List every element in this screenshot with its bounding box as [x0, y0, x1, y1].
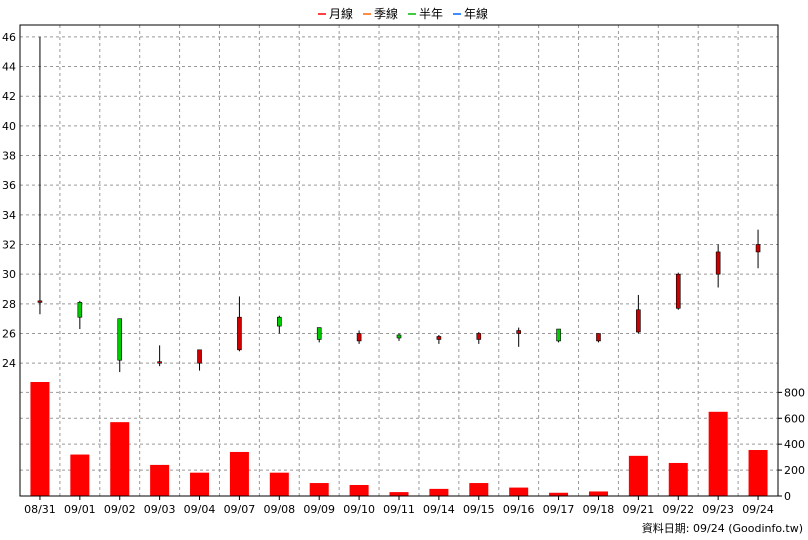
candle-body [197, 349, 202, 364]
volume-bar [509, 487, 529, 496]
candle-body [37, 300, 43, 303]
candle-body [436, 336, 442, 340]
date-tick-label: 09/02 [104, 503, 136, 516]
volume-bar [588, 491, 608, 496]
volume-bar [269, 472, 289, 496]
legend-label: 月線 [329, 6, 353, 21]
candle-body [356, 333, 362, 342]
candle-body [237, 316, 242, 351]
volume-bar [668, 462, 688, 496]
price-tick-label: 44 [2, 61, 16, 74]
date-tick-label: 09/15 [463, 503, 495, 516]
volume-bar [748, 450, 768, 496]
volume-bar [628, 455, 648, 496]
candle-body [277, 316, 282, 327]
data-date-note: 資料日期: 09/24 (Goodinfo.tw) [642, 521, 803, 535]
price-tick-label: 24 [2, 357, 16, 370]
date-tick-label: 08/31 [24, 503, 56, 516]
volume-bar [429, 488, 449, 496]
date-tick-label: 09/23 [702, 503, 734, 516]
date-tick-label: 09/21 [623, 503, 655, 516]
chart-axes: 24 26 28 30 32 34 36 38 40 42 44 46 0 200 400 600 800 08/… [2, 24, 805, 516]
volume-tick-label: 0 [784, 490, 791, 503]
price-tick-label: 30 [2, 268, 16, 281]
candle-body [476, 333, 482, 340]
candle-body [675, 273, 681, 309]
date-tick-label: 09/22 [662, 503, 694, 516]
date-tick-label: 09/03 [144, 503, 176, 516]
candle-body [157, 361, 162, 364]
date-tick-label: 09/07 [224, 503, 256, 516]
price-tick-label: 38 [2, 150, 16, 163]
volume-tick-label: 600 [784, 412, 805, 425]
candle-body [636, 309, 641, 333]
price-tick-label: 28 [2, 298, 16, 311]
legend-label: 半年 [419, 7, 443, 21]
candle-body [715, 251, 721, 275]
volume-bar [190, 472, 210, 496]
price-candles [37, 36, 761, 373]
volume-tick-label: 800 [784, 386, 805, 399]
date-tick-label: 09/24 [742, 503, 774, 516]
price-tick-label: 26 [2, 328, 16, 341]
date-tick-label: 09/17 [543, 503, 575, 516]
candle-body [396, 334, 402, 339]
candle-body [556, 328, 561, 342]
volume-bar [349, 484, 369, 496]
candle-body [596, 333, 601, 342]
volume-tick-label: 400 [784, 438, 805, 451]
chart-legend: 月線 季線 半年 年線 [318, 6, 488, 21]
price-tick-label: 40 [2, 120, 16, 133]
date-tick-label: 09/01 [64, 503, 96, 516]
price-tick-label: 42 [2, 90, 16, 103]
volume-bar [110, 422, 130, 496]
price-tick-label: 32 [2, 239, 16, 252]
volume-bar [309, 483, 329, 496]
date-tick-label: 09/08 [263, 503, 295, 516]
volume-bar [469, 483, 489, 496]
date-tick-label: 09/11 [383, 503, 415, 516]
chart-grid [20, 25, 778, 496]
volume-bar [549, 492, 569, 496]
legend-label: 年線 [464, 6, 488, 21]
candle-body [755, 244, 761, 253]
price-tick-label: 34 [2, 209, 16, 222]
volume-bar [389, 492, 409, 496]
volume-bar [70, 454, 90, 496]
price-tick-label: 36 [2, 179, 16, 192]
date-tick-label: 09/04 [184, 503, 216, 516]
volume-bars [30, 382, 768, 496]
date-tick-label: 09/10 [343, 503, 375, 516]
volume-bar [229, 451, 249, 496]
date-tick-label: 09/16 [503, 503, 535, 516]
candle-body [316, 327, 322, 340]
volume-tick-label: 200 [784, 464, 805, 477]
candle-body [516, 330, 521, 334]
volume-bar [150, 464, 170, 496]
legend-label: 季線 [374, 6, 398, 21]
volume-bar [30, 382, 50, 496]
date-tick-label: 09/14 [423, 503, 455, 516]
date-tick-label: 09/18 [583, 503, 615, 516]
candle-body [117, 318, 123, 361]
date-tick-label: 09/09 [303, 503, 335, 516]
candle-body [77, 302, 83, 318]
volume-bar [708, 411, 728, 496]
price-tick-label: 46 [2, 31, 16, 44]
